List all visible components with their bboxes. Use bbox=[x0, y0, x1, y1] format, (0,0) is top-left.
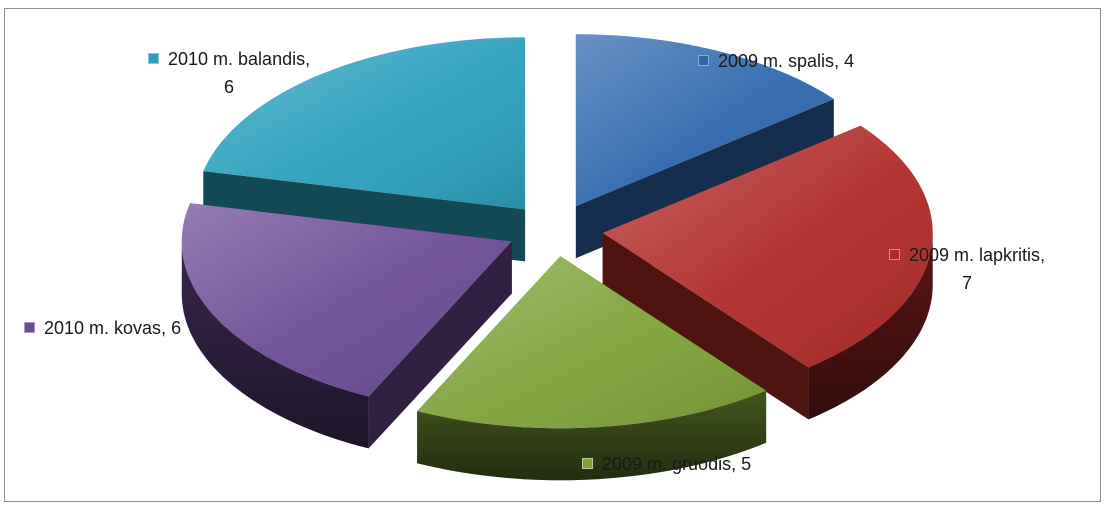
slice-wall bbox=[368, 241, 512, 449]
data-label-lapkritis: 2009 m. lapkritis, 7 bbox=[889, 241, 1045, 297]
slice-wall bbox=[602, 233, 809, 420]
label-text: 2010 m. kovas bbox=[44, 318, 162, 338]
data-label-gruodis: 2009 m. gruodis, 5 bbox=[582, 450, 751, 478]
legend-marker-icon bbox=[148, 53, 159, 64]
label-text: 2009 m. spalis bbox=[718, 51, 835, 71]
label-value: 6 bbox=[224, 77, 235, 97]
label-text: 2009 m. gruodis bbox=[602, 454, 732, 474]
slice-top-shade bbox=[203, 37, 526, 210]
data-label-spalis: 2009 m. spalis, 4 bbox=[698, 47, 854, 75]
slice-top-shade bbox=[602, 125, 933, 368]
label-value: 5 bbox=[741, 454, 752, 474]
slice-top-shade bbox=[181, 203, 512, 397]
pie-slice-3 bbox=[181, 203, 512, 449]
slice-side-shade bbox=[417, 390, 767, 481]
label-text: 2009 m. lapkritis bbox=[909, 245, 1041, 265]
legend-marker-icon bbox=[698, 55, 709, 66]
pie-slice-1 bbox=[602, 125, 933, 420]
label-value: 4 bbox=[844, 51, 855, 71]
slice-side-shade bbox=[181, 241, 369, 449]
slice-side-shade bbox=[808, 233, 933, 420]
data-label-kovas: 2010 m. kovas, 6 bbox=[24, 314, 181, 342]
label-value: 6 bbox=[171, 318, 182, 338]
label-value: 7 bbox=[962, 273, 973, 293]
slice-top-shade bbox=[575, 34, 834, 207]
legend-marker-icon bbox=[582, 458, 593, 469]
slice-top-shade bbox=[417, 256, 767, 429]
legend-marker-icon bbox=[24, 322, 35, 333]
legend-marker-icon bbox=[889, 249, 900, 260]
data-label-balandis: 2010 m. balandis, 6 bbox=[148, 45, 310, 101]
label-text: 2010 m. balandis bbox=[168, 49, 306, 69]
pie-slice-2 bbox=[417, 256, 767, 481]
